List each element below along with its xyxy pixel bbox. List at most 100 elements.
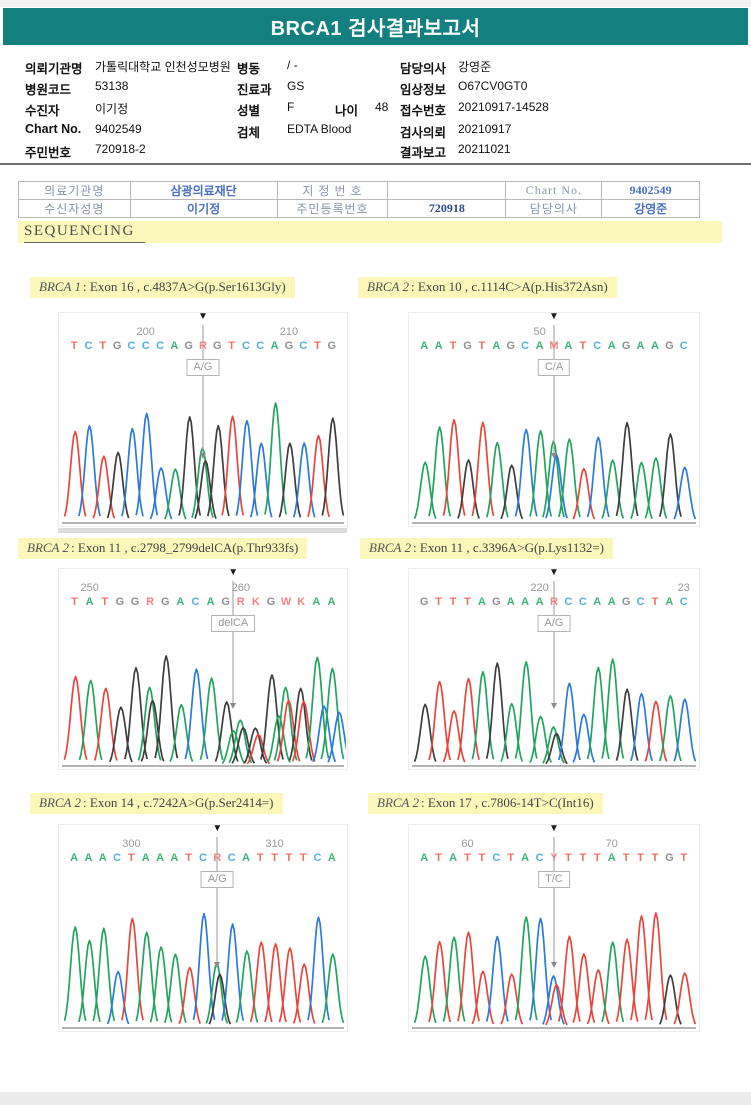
base-call-letter: T	[622, 852, 630, 864]
trace-peak-T	[615, 938, 639, 1022]
base-call-letter: K	[297, 596, 306, 608]
sequencing-section-band: SEQUENCING	[18, 221, 722, 243]
base-call-letter: G	[266, 596, 276, 608]
chromatogram-brca2-exon10: ▼50AATGTAGCAMATCAGAAGCC/A	[408, 311, 700, 527]
base-call-letter: C	[156, 340, 165, 352]
field-value: O67CV0GT0	[458, 79, 528, 93]
field-label: 진료과	[237, 83, 272, 97]
trace-peak-G	[206, 424, 230, 517]
field-label: Chart No.	[25, 122, 82, 136]
trace-peak-G	[194, 459, 217, 519]
trace-peak-A	[514, 916, 538, 1021]
field-label: 성별	[237, 104, 261, 118]
trace-peak-C	[249, 442, 273, 518]
base-call-letter: A	[327, 596, 336, 608]
variant-arrow-icon	[214, 961, 221, 968]
field-value: 20210917	[458, 122, 512, 136]
panel-title-brca2-exon14: BRCA 2: Exon 14 , c.7242A>G(p.Ser2414=)	[30, 793, 283, 814]
trace-peak-A	[199, 677, 224, 761]
patient-info-left-column: 의뢰기관명 가톨릭대학교 인천성모병원 병동 / - 병원코드 53138 진료…	[25, 58, 405, 160]
base-call-letter: C	[578, 596, 587, 608]
base-call-letter: A	[636, 340, 645, 352]
field-value: 이기정	[95, 102, 129, 116]
base-call-letter: C	[141, 340, 150, 352]
trace-peak-C	[221, 923, 245, 1021]
base-call-letter: C	[299, 340, 308, 352]
table-cell: 이기정	[129, 199, 278, 218]
base-call-letter: G	[327, 340, 337, 352]
field-label: 수진자	[25, 104, 60, 118]
trace-peak-G	[178, 416, 202, 516]
variant-arrow-icon	[551, 703, 557, 709]
trace-peak-T	[63, 430, 87, 517]
trace-peak-A	[601, 459, 625, 519]
base-call-letter: T	[128, 852, 135, 864]
base-call-letter: C	[227, 852, 236, 864]
base-call-letter: A	[521, 596, 530, 608]
variant-description: : Exon 11 , c.2798_2799delCA(p.Thr933fs)	[71, 540, 299, 555]
chromatogram-brca2-exon11: ▼22023GTTTAGAAARCCAAGCTACA/G	[408, 567, 700, 770]
variant-arrow-icon	[200, 452, 206, 459]
variant-label-box: A/G	[537, 615, 571, 632]
base-call-letter: C	[84, 340, 93, 352]
sequencing-trace	[412, 912, 697, 1029]
trace-peak-C	[673, 698, 697, 762]
variant-pointer-line	[553, 325, 555, 453]
trace-peak-A	[321, 953, 345, 1024]
trace-peak-A	[485, 441, 509, 518]
base-call-letter: T	[464, 596, 471, 608]
base-call-letter: C	[199, 852, 207, 864]
trace-peak-C	[557, 682, 581, 761]
base-call-letter: A	[156, 852, 165, 864]
base-call-letter: A	[420, 340, 429, 352]
trace-peak-T	[500, 973, 524, 1025]
trace-peak-A	[586, 666, 610, 760]
trace-peak-T	[292, 963, 316, 1024]
variant-arrow-icon	[551, 961, 557, 968]
page-title: BRCA1 검사결과보고서	[270, 18, 481, 40]
table-row: 수신자성명 이기정 주민등록번호 720918 담당의사 강영준	[18, 199, 700, 218]
base-call-letter: G	[115, 596, 125, 608]
field-label: 임상정보	[400, 83, 447, 97]
trace-peak-A	[601, 658, 625, 759]
field-label: 나이	[335, 104, 359, 118]
base-call-letter: T	[101, 596, 109, 608]
base-call-letter: G	[112, 340, 122, 352]
position-tick-label: 220	[530, 582, 549, 594]
base-call-letter: T	[70, 340, 78, 352]
trace-peak-C	[485, 935, 509, 1022]
trace-peak-A	[92, 927, 116, 1022]
variant-marker-icon: ▼	[549, 311, 559, 322]
trace-peak-T	[630, 915, 653, 1021]
field-label: 검사의뢰	[400, 126, 447, 140]
position-tick-label: 200	[136, 326, 155, 338]
base-call-letter: T	[579, 340, 587, 352]
base-call-letter: R	[146, 596, 155, 608]
trace-peak-T	[221, 415, 245, 516]
base-call-letter: A	[327, 852, 336, 864]
trace-peak-G	[140, 699, 165, 762]
base-call-letter: G	[621, 340, 631, 352]
trace-peak-C	[121, 427, 144, 517]
base-call-letter: C	[127, 340, 136, 352]
base-call-letter: G	[463, 340, 472, 352]
field-value: F	[287, 100, 295, 114]
panel-title-brca1-exon16: BRCA 1: Exon 16 , c.4837A>G(p.Ser1613Gly…	[30, 277, 295, 298]
base-call-letter: A	[70, 852, 79, 864]
field-label: 병원코드	[25, 83, 72, 97]
field-label: 결과보고	[400, 146, 447, 160]
trace-peak-T	[121, 917, 144, 1021]
trace-peak-T	[428, 680, 452, 761]
gene-name: BRCA 2	[27, 540, 70, 555]
base-call-letter: C	[241, 340, 250, 352]
table-cell: 의료기관명	[18, 181, 131, 200]
trace-peak-G	[231, 726, 256, 764]
base-call-letter: T	[435, 596, 442, 608]
sequencing-trace	[62, 912, 345, 1029]
position-tick-label: 70	[605, 838, 618, 850]
base-call-letter: A	[535, 596, 544, 608]
trace-peak-T	[442, 710, 466, 763]
field-label: 담당의사	[400, 62, 447, 76]
